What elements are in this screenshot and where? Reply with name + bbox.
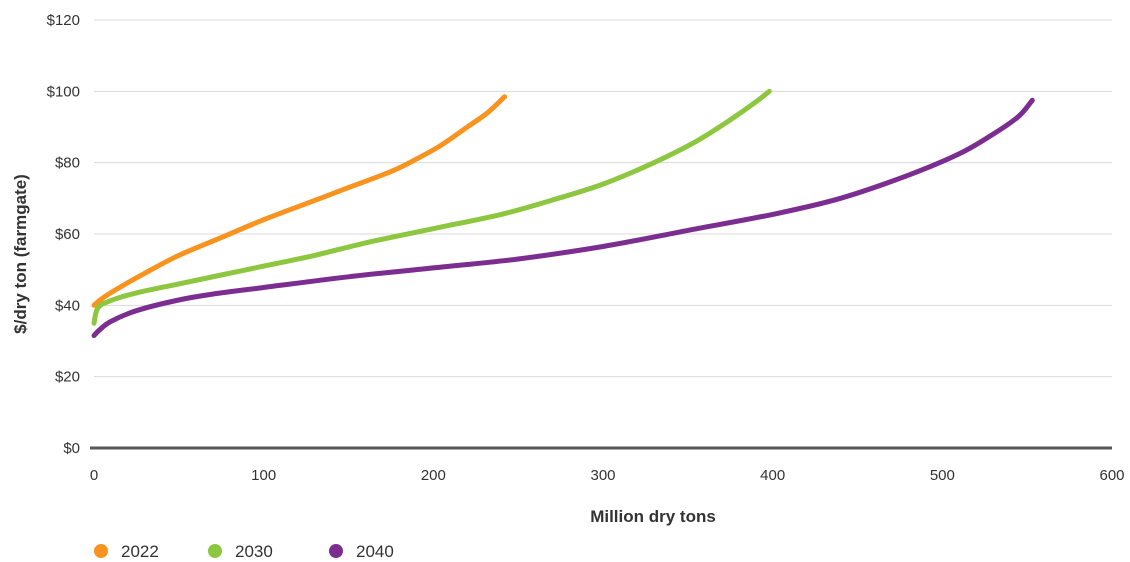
legend-label: 2030 [235,542,273,561]
series-line-2040 [91,97,1035,339]
x-axis-title: Million dry tons [590,507,716,526]
legend-marker [94,544,108,558]
x-tick-label: 500 [930,467,955,484]
legend-item-2040: 2040 [329,542,394,561]
y-tick-labels: $0 $20 $40 $60 $80 $100 $120 [47,12,80,457]
x-tick-label: 300 [590,467,615,484]
grid-lines [94,19,1112,378]
y-axis-title: $/dry ton (farmgate) [11,174,30,334]
legend-label: 2040 [356,542,394,561]
y-tick-label: $100 [47,83,80,100]
x-tick-label: 600 [1099,467,1124,484]
y-tick-label: $60 [55,226,80,243]
legend-marker [208,544,222,558]
legend-item-2030: 2030 [208,542,273,561]
series-line-2022 [91,94,508,308]
series-line-2030 [91,88,772,326]
x-tick-label: 100 [251,467,276,484]
series-lines [91,88,1035,339]
legend: 2022 2030 2040 [94,542,394,561]
y-tick-label: $120 [47,12,80,29]
y-tick-label: $40 [55,297,80,314]
x-tick-label: 200 [421,467,446,484]
legend-marker [329,544,343,558]
y-tick-label: $0 [63,440,80,457]
x-tick-label: 0 [90,467,98,484]
y-tick-label: $20 [55,369,80,386]
legend-label: 2022 [121,542,159,561]
x-tick-labels: 0 100 200 300 400 500 600 [90,467,1125,484]
y-tick-label: $80 [55,155,80,172]
legend-item-2022: 2022 [94,542,159,561]
x-tick-label: 400 [760,467,785,484]
